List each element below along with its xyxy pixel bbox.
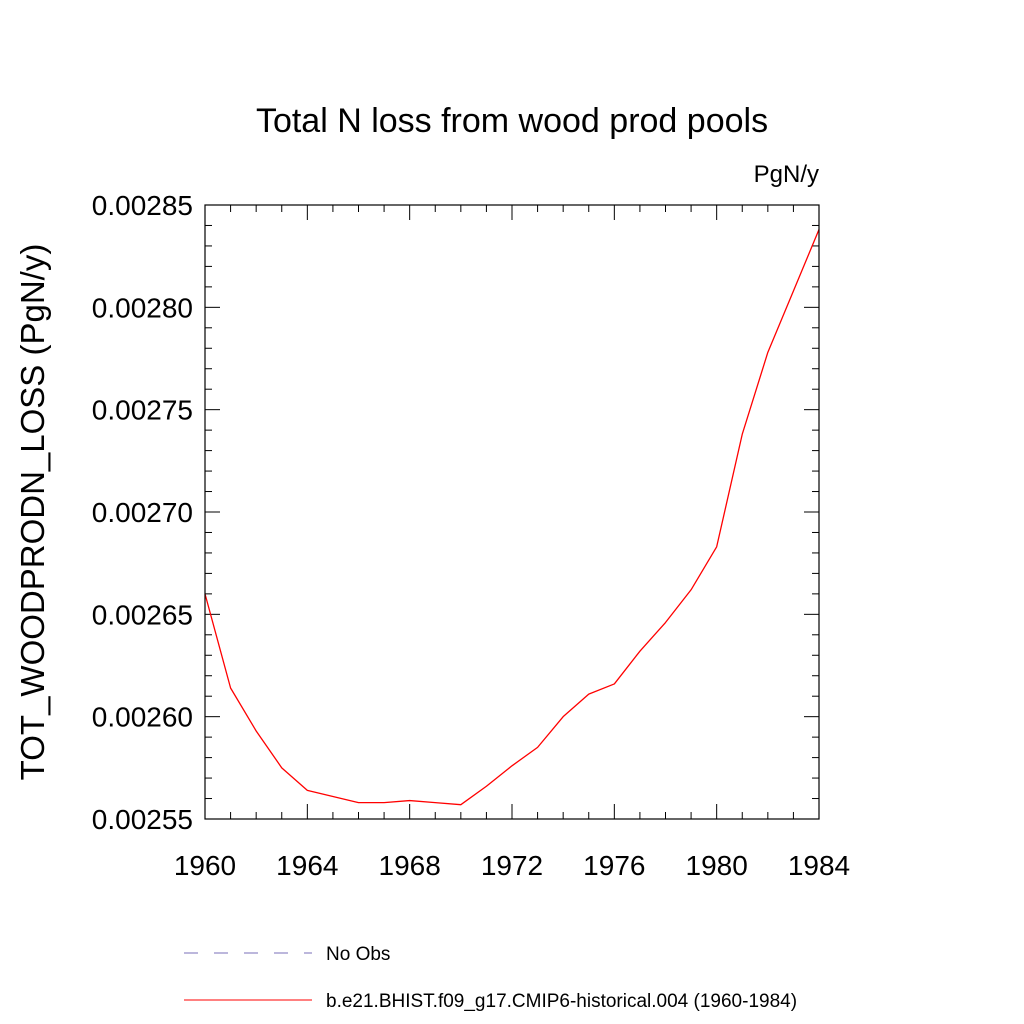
chart-title: Total N loss from wood prod pools bbox=[256, 102, 768, 140]
x-tick-label: 1968 bbox=[379, 850, 441, 881]
x-tick-label: 1960 bbox=[174, 850, 236, 881]
y-tick-label: 0.00260 bbox=[92, 702, 193, 733]
legend-label: b.e21.BHIST.f09_g17.CMIP6-historical.004… bbox=[326, 991, 797, 1012]
y-tick-label: 0.00285 bbox=[92, 190, 193, 221]
legend: No Obs b.e21.BHIST.f09_g17.CMIP6-historic… bbox=[184, 944, 797, 1012]
x-tick-label: 1964 bbox=[276, 850, 338, 881]
series-line-0 bbox=[204, 229, 820, 806]
x-tick-label: 1976 bbox=[583, 850, 645, 881]
series-layer bbox=[204, 229, 820, 806]
y-axis-label: TOT_WOODPRODN_LOSS (PgN/y) bbox=[14, 244, 51, 781]
y-tick-label: 0.00255 bbox=[92, 804, 193, 835]
y-tick-labels: 0.00255 0.00260 0.00265 0.00270 0.00275 0.002… bbox=[92, 190, 193, 835]
legend-label: No Obs bbox=[326, 944, 390, 965]
units-label: PgN/y bbox=[754, 161, 819, 188]
x-tick-label: 1984 bbox=[788, 850, 850, 881]
x-tick-label: 1980 bbox=[686, 850, 748, 881]
axis-ticks bbox=[204, 204, 820, 820]
y-tick-label: 0.00265 bbox=[92, 599, 193, 630]
plot-frame bbox=[204, 204, 820, 820]
x-tick-label: 1972 bbox=[481, 850, 543, 881]
x-tick-labels: 1960 1964 1968 1972 1976 1980 1984 bbox=[174, 850, 850, 881]
y-tick-label: 0.00275 bbox=[92, 395, 193, 426]
y-tick-label: 0.00270 bbox=[92, 497, 193, 528]
y-tick-label: 0.00280 bbox=[92, 292, 193, 323]
